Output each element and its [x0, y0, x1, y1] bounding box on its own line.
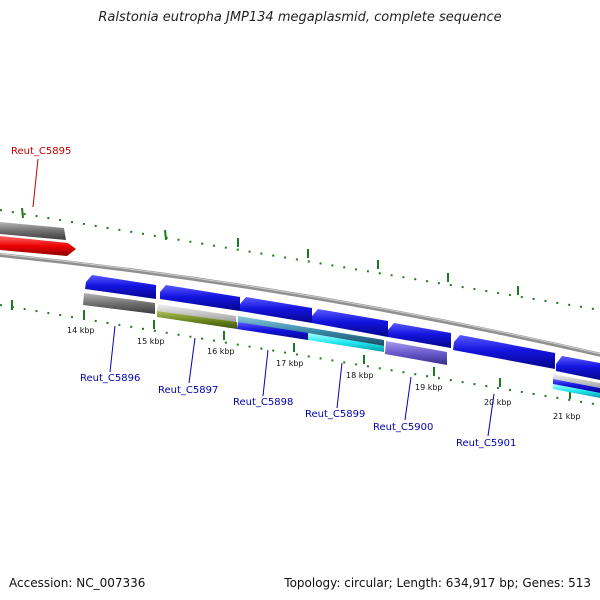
gene-label-reut-c5897[interactable]: Reut_C5897: [158, 385, 218, 396]
scale-label: 15 kbp: [137, 337, 165, 346]
inner-tick-ring: [0, 300, 600, 406]
scale-label: 16 kbp: [207, 347, 235, 356]
feature-tracks: [83, 293, 600, 398]
outer-tick-ring: [0, 207, 600, 311]
scale-label: 18 kbp: [346, 371, 374, 380]
scale-labels: 14 kbp 15 kbp 16 kbp 17 kbp 18 kbp 19 kb…: [67, 326, 581, 421]
cds-arrow[interactable]: [85, 275, 156, 299]
forward-strand-genes: [85, 275, 600, 380]
scale-label: 14 kbp: [67, 326, 95, 335]
gene-label-reut-c5899[interactable]: Reut_C5899: [305, 409, 365, 420]
cds-arrow[interactable]: [240, 297, 312, 323]
cds-arrow[interactable]: [388, 323, 451, 348]
scale-label: 21 kbp: [553, 412, 581, 421]
gene-reut-c5895-arrow[interactable]: [0, 236, 76, 256]
gene-labels: Reut_C5895 Reut_C5896 Reut_C5897 Reut_C5…: [11, 146, 516, 449]
map-title: Ralstonia eutropha JMP134 megaplasmid, c…: [98, 10, 502, 25]
gene-label-reut-c5900[interactable]: Reut_C5900: [373, 422, 433, 433]
cds-arrow[interactable]: [453, 335, 555, 369]
gene-label-reut-c5898[interactable]: Reut_C5898: [233, 397, 293, 408]
scale-label: 17 kbp: [276, 359, 304, 368]
gene-label-reut-c5901[interactable]: Reut_C5901: [456, 438, 516, 449]
cds-arrow[interactable]: [160, 285, 240, 311]
gene-label-reut-c5896[interactable]: Reut_C5896: [80, 373, 140, 384]
scale-label: 20 kbp: [484, 398, 512, 407]
feature-gray-upper: [0, 222, 66, 240]
cds-arrow[interactable]: [556, 356, 600, 380]
leader-lines: [32, 158, 495, 437]
accession-text: Accession: NC_007336: [9, 576, 146, 590]
topology-stats-text: Topology: circular; Length: 634,917 bp; …: [284, 576, 591, 590]
gene-label-reut-c5895[interactable]: Reut_C5895: [11, 146, 71, 157]
cds-arrow[interactable]: [312, 309, 388, 337]
genome-backbone: [0, 253, 600, 357]
scale-label: 19 kbp: [415, 383, 443, 392]
